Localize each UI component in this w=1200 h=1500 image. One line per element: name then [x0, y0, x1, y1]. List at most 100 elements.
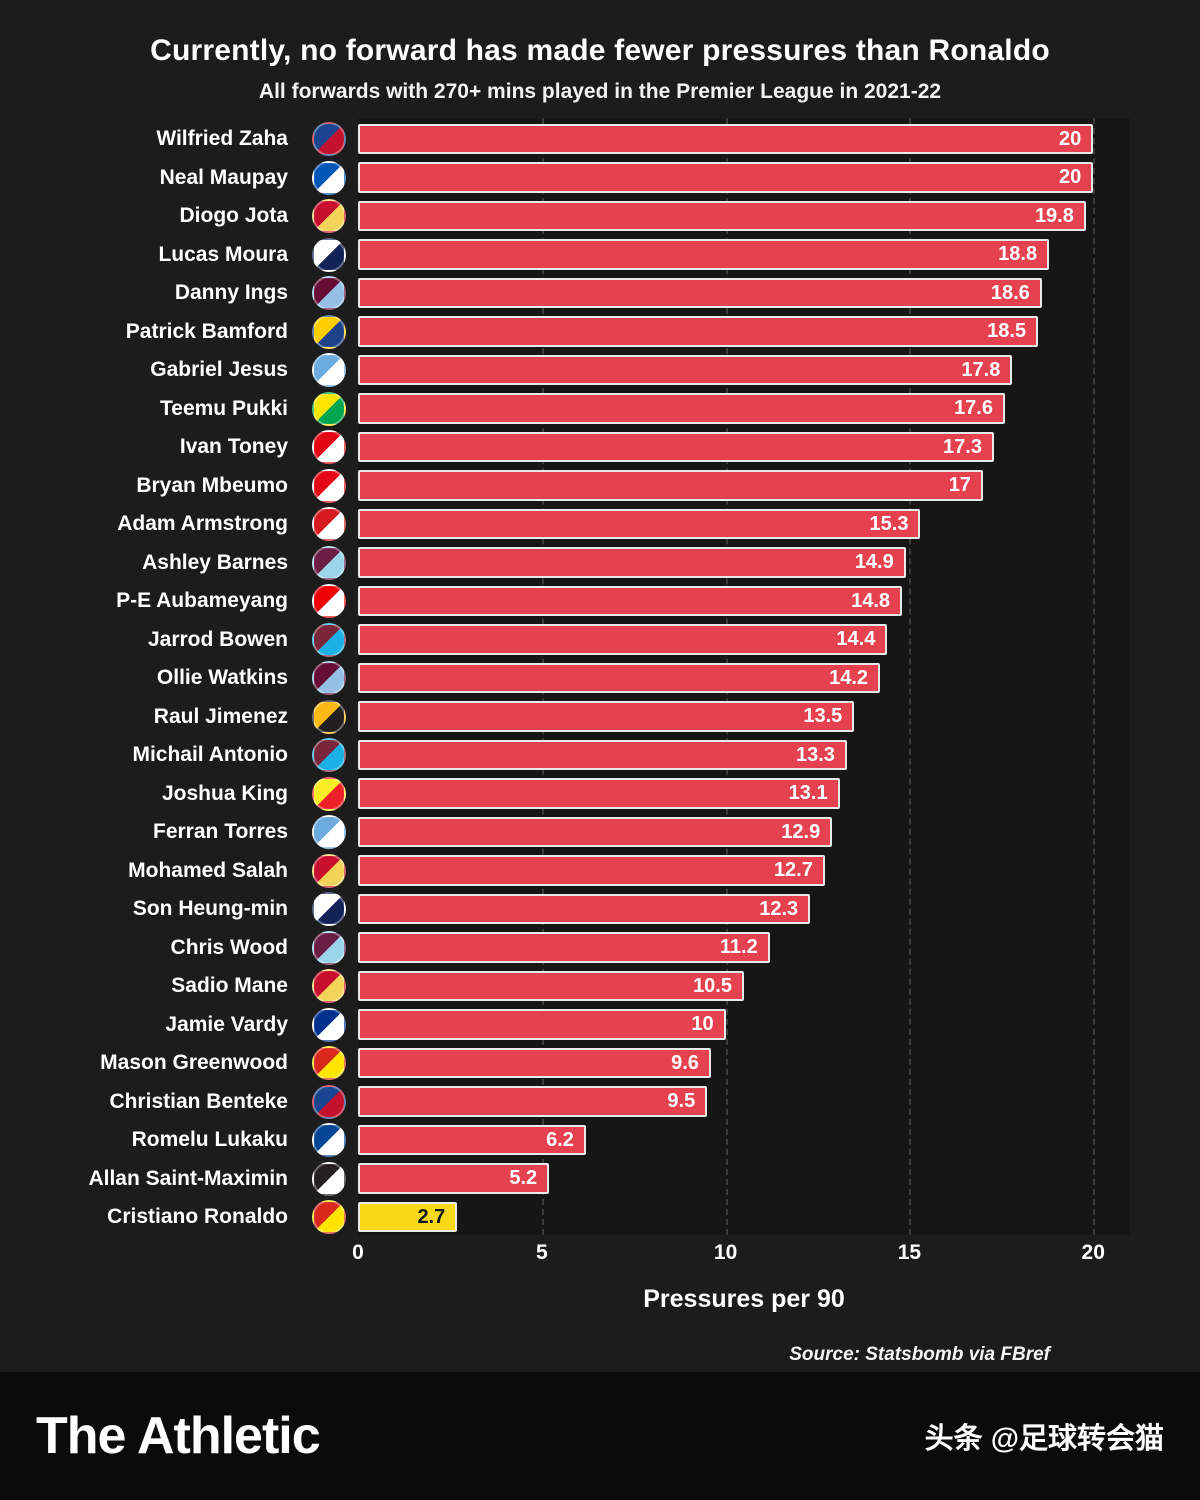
- bar-track: 18.6: [358, 277, 1130, 309]
- crest-aston-villa-icon: [300, 276, 358, 310]
- crest-chelsea-icon: [300, 1123, 358, 1157]
- watermark-text: 头条 @足球转会猫: [924, 1423, 1164, 1455]
- pressure-bar: 18.6: [358, 277, 1042, 309]
- source-credit: Source: Statsbomb via FBref: [789, 1343, 1050, 1365]
- x-tick-0: 0: [352, 1240, 364, 1264]
- crest-burnley-icon: [300, 930, 358, 965]
- team-crest-circle: [312, 1161, 346, 1196]
- bar-value-label: 12.3: [759, 897, 799, 920]
- bar-value-label: 19.8: [1034, 204, 1074, 227]
- team-crest-circle: [312, 1200, 346, 1234]
- bar-value-label: 9.6: [671, 1051, 699, 1074]
- bar-track: 14.4: [358, 624, 1130, 655]
- team-crest-circle: [312, 237, 346, 272]
- bar-value-label: 20: [1058, 166, 1082, 188]
- bar-value-label: 17.3: [943, 435, 982, 458]
- player-name-label: Joshua King: [161, 781, 288, 805]
- bar-value-label: 12.7: [773, 859, 813, 881]
- bar-track: 9.5: [358, 1086, 1130, 1117]
- player-name-label: Lucas Moura: [158, 242, 288, 266]
- chart-header: Currently, no forward has made fewer pre…: [0, 0, 1200, 104]
- chart-row: Teemu Pukki 17.6: [0, 391, 1130, 426]
- footer-bar: The Athletic 头条 @足球转会猫: [0, 1372, 1200, 1500]
- player-name-label: Adam Armstrong: [117, 512, 288, 535]
- player-name-label: Ollie Watkins: [156, 666, 288, 689]
- pressure-bar: 12.9: [358, 816, 833, 848]
- bar-value-label: 18.6: [990, 281, 1030, 304]
- pressure-bar: 14.2: [358, 662, 881, 694]
- bar-track: 17.8: [358, 354, 1130, 386]
- bar-value-label: 14.4: [836, 628, 876, 650]
- team-crest-circle: [312, 122, 346, 156]
- bar-track: 14.8: [358, 585, 1130, 617]
- bar-track: 12.7: [358, 855, 1130, 886]
- pressure-bar: 20: [358, 123, 1094, 155]
- pressure-bar: 13.1: [358, 778, 840, 809]
- x-tick-5: 5: [535, 1240, 548, 1264]
- player-name-label: Ashley Barnes: [142, 550, 288, 574]
- chart-row: Adam Armstrong 15.3: [0, 507, 1130, 541]
- x-axis: 0 5 10 15 20: [352, 1240, 1130, 1277]
- pressure-bar: 17.3: [358, 431, 994, 463]
- player-name-label: Neal Maupay: [159, 165, 288, 189]
- bar-value-label: 2.7: [417, 1205, 446, 1228]
- gridline-15: [909, 118, 912, 1235]
- pressure-bar: 9.6: [358, 1047, 711, 1079]
- bar-track: 10: [358, 1009, 1130, 1040]
- bar-track: 13.5: [358, 701, 1130, 732]
- team-crest-circle: [312, 199, 346, 233]
- team-crest-circle: [312, 1084, 346, 1119]
- chart-row: Allan Saint-Maximin 5.2: [0, 1161, 1130, 1196]
- pressure-bar: 12.7: [358, 855, 825, 886]
- player-name-label: Raul Jimenez: [153, 704, 288, 728]
- team-crest-circle: [312, 160, 346, 195]
- team-crest-circle: [312, 430, 346, 464]
- pressure-bar: 19.8: [358, 200, 1086, 232]
- team-crest-circle: [312, 1046, 346, 1080]
- chart-title: Currently, no forward has made fewer pre…: [150, 34, 1050, 67]
- team-crest-circle: [312, 276, 346, 310]
- pressure-bar: 13.3: [358, 739, 847, 771]
- crest-southampton-icon: [300, 507, 358, 541]
- player-name-label: Bryan Mbeumo: [136, 473, 288, 497]
- pressure-bar: 10: [358, 1009, 726, 1040]
- pressure-bar: 5.2: [358, 1163, 550, 1194]
- bar-track: 17.6: [358, 393, 1130, 424]
- crest-man-city-icon: [300, 353, 358, 387]
- pressure-bar: 18.8: [358, 239, 1050, 270]
- player-name-label: Ivan Toney: [179, 435, 288, 458]
- gridline-20: [1093, 118, 1096, 1235]
- pressure-bar: 9.5: [358, 1086, 708, 1117]
- player-name-label: Gabriel Jesus: [150, 358, 288, 381]
- player-name-label: Allan Saint-Maximin: [88, 1166, 288, 1190]
- chart-row: Cristiano Ronaldo 2.7: [0, 1200, 1130, 1234]
- bar-track: 19.8: [358, 200, 1130, 232]
- team-crest-circle: [312, 584, 346, 618]
- bar-value-label: 13.1: [788, 782, 828, 804]
- pressure-bar: 14.4: [358, 624, 888, 655]
- crest-norwich-icon: [300, 391, 358, 426]
- chart-row: Ashley Barnes 14.9: [0, 545, 1130, 580]
- bar-value-label: 17.8: [961, 358, 1001, 381]
- team-crest-circle: [312, 468, 346, 503]
- bar-track: 18.5: [358, 316, 1130, 347]
- chart-row: Jamie Vardy 10: [0, 1007, 1130, 1042]
- bar-value-label: 13.3: [795, 743, 835, 766]
- bar-value-label: 12.9: [781, 820, 821, 843]
- player-name-label: P-E Aubameyang: [116, 589, 288, 612]
- team-crest-circle: [312, 545, 346, 580]
- pressure-bar: 17.6: [358, 393, 1005, 424]
- bar-value-label: 14.9: [854, 551, 894, 573]
- bar-value-label: 10.5: [693, 974, 732, 997]
- chart-row: Sadio Mane 10.5: [0, 969, 1130, 1003]
- crest-aston-villa-icon: [300, 661, 358, 695]
- chart-row: Mohamed Salah 12.7: [0, 853, 1130, 888]
- x-tick-15: 15: [897, 1240, 922, 1264]
- chart-row: Son Heung-min 12.3: [0, 892, 1130, 926]
- bar-track: 18.8: [358, 239, 1130, 270]
- chart-row: Lucas Moura 18.8: [0, 237, 1130, 272]
- crest-crystal-palace-icon: [300, 1084, 358, 1119]
- crest-crystal-palace-icon: [300, 122, 358, 156]
- chart-row: Mason Greenwood 9.6: [0, 1046, 1130, 1080]
